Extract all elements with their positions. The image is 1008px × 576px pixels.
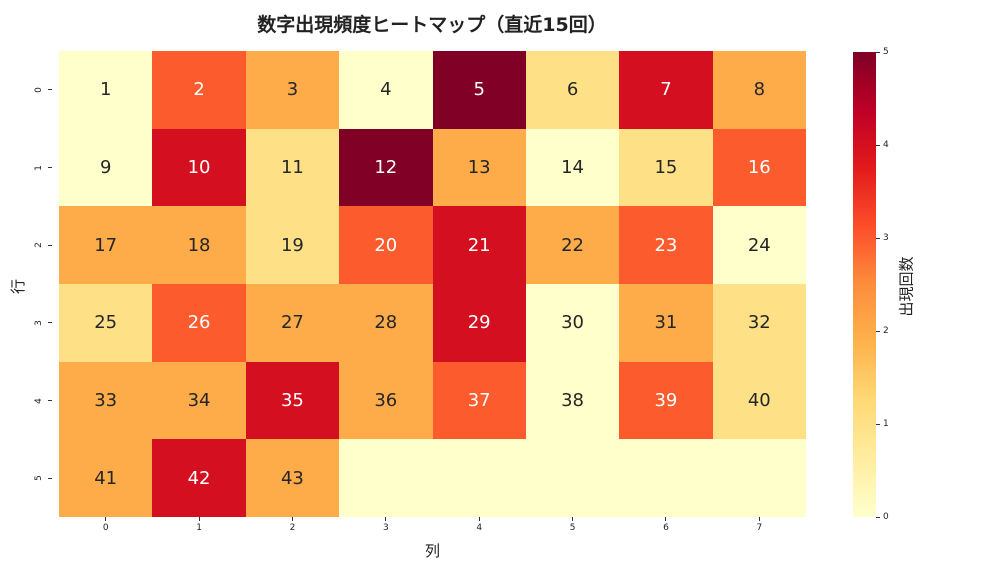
- heatmap-cell: [525, 439, 620, 517]
- heatmap-cell: 22: [525, 206, 620, 284]
- x-tick-label: 1: [189, 517, 209, 533]
- colorbar-tick-label: 4: [876, 139, 889, 151]
- heatmap-cell: 35: [245, 361, 340, 440]
- heatmap-cell: 16: [712, 128, 806, 207]
- heatmap-cell: 42: [152, 439, 246, 517]
- x-tick-label: 3: [376, 517, 396, 533]
- chart-title: 数字出現頻度ヒートマップ（直近15回）: [257, 14, 607, 36]
- x-tick-label: 7: [749, 517, 769, 533]
- heatmap-cell: 2: [152, 51, 246, 129]
- x-tick-label: 2: [282, 517, 302, 533]
- heatmap-cell: 13: [432, 128, 526, 207]
- y-tick-label: 5: [34, 472, 56, 484]
- heatmap-cell: 6: [525, 51, 620, 129]
- heatmap-cell: 28: [339, 283, 433, 362]
- heatmap-cell: 26: [152, 283, 246, 362]
- heatmap-cell: 41: [59, 439, 153, 517]
- heatmap-cell: 29: [432, 283, 526, 362]
- heatmap-cell: 30: [525, 283, 620, 362]
- colorbar-tick-label: 5: [876, 46, 889, 58]
- colorbar-tick-label: 3: [876, 232, 889, 244]
- colorbar-label: 出現回数: [897, 256, 916, 317]
- x-axis-label: 列: [424, 542, 440, 560]
- heatmap-grid: 1 2 3 4 5 6 7 8 9 10 11 12 13 14 15 16 17 18 19 20 21 22 23 24 2…: [59, 51, 806, 517]
- heatmap-cell: 8: [712, 51, 806, 129]
- y-tick-label: 3: [34, 317, 56, 329]
- x-tick-label: 6: [656, 517, 676, 533]
- y-tick-label: 1: [34, 162, 56, 174]
- heatmap-cell: 5: [432, 51, 526, 129]
- heatmap-cell: 23: [619, 206, 713, 284]
- heatmap-cell: 37: [432, 361, 526, 440]
- heatmap-cell: 7: [619, 51, 713, 129]
- heatmap-cell: [339, 439, 433, 517]
- colorbar-tick-label: 2: [876, 325, 889, 337]
- heatmap-cell: 27: [245, 283, 340, 362]
- x-tick-label: 0: [96, 517, 116, 533]
- y-tick-label: 4: [34, 395, 56, 407]
- x-tick-label: 5: [563, 517, 583, 533]
- colorbar-tick-label: 0: [876, 511, 889, 523]
- heatmap-cell: 1: [59, 51, 153, 129]
- y-axis-label: 行: [9, 278, 28, 295]
- heatmap-cell: 11: [245, 128, 340, 207]
- heatmap-cell: 4: [339, 51, 433, 129]
- heatmap-cell: 24: [712, 206, 806, 284]
- heatmap-cell: 9: [59, 128, 153, 207]
- heatmap-cell: 36: [339, 361, 433, 440]
- heatmap-cell: [712, 439, 806, 517]
- x-tick-label: 4: [469, 517, 489, 533]
- y-tick-label: 0: [34, 84, 56, 96]
- heatmap-cell: 3: [245, 51, 340, 129]
- heatmap-cell: 33: [59, 361, 153, 440]
- heatmap-cell: 31: [619, 283, 713, 362]
- heatmap-cell: 38: [525, 361, 620, 440]
- heatmap-cell: 34: [152, 361, 246, 440]
- colorbar-tick-label: 1: [876, 418, 889, 430]
- y-tick-label: 2: [34, 239, 56, 251]
- heatmap-cell: 32: [712, 283, 806, 362]
- heatmap-cell: 39: [619, 361, 713, 440]
- heatmap-cell: 20: [339, 206, 433, 284]
- heatmap-cell: 10: [152, 128, 246, 207]
- heatmap-cell: 43: [245, 439, 340, 517]
- heatmap-cell: 40: [712, 361, 806, 440]
- heatmap-cell: 18: [152, 206, 246, 284]
- heatmap-cell: 25: [59, 283, 153, 362]
- heatmap-cell: 17: [59, 206, 153, 284]
- heatmap-cell: [619, 439, 713, 517]
- heatmap-cell: [432, 439, 526, 517]
- heatmap-cell: 19: [245, 206, 340, 284]
- heatmap-cell: 15: [619, 128, 713, 207]
- heatmap-cell: 14: [525, 128, 620, 207]
- colorbar: [853, 52, 876, 517]
- heatmap-cell: 21: [432, 206, 526, 284]
- heatmap-cell: 12: [339, 128, 433, 207]
